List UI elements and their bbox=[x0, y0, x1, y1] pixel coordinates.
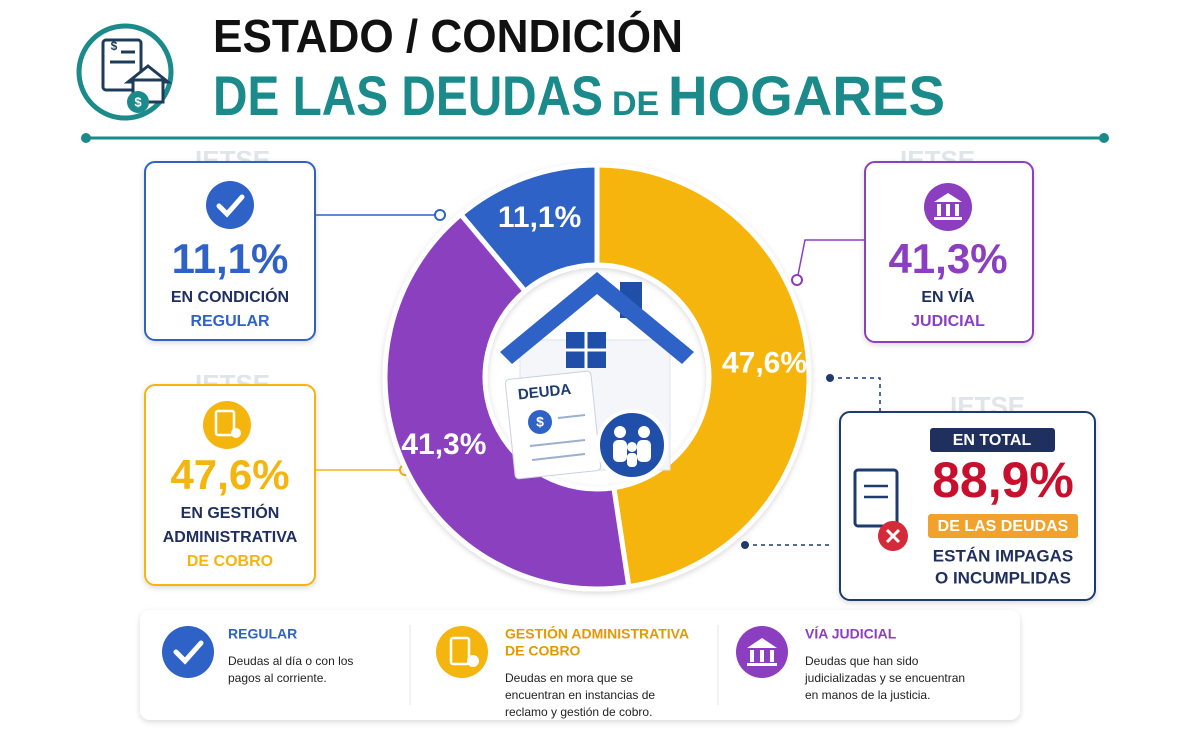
legend-icon bbox=[162, 626, 214, 678]
bank-column bbox=[770, 650, 774, 662]
family-head bbox=[627, 442, 637, 452]
bank-column bbox=[955, 204, 959, 216]
check-icon bbox=[206, 181, 254, 229]
segment-label: 11,1% bbox=[498, 201, 581, 234]
house-roof bbox=[500, 272, 694, 364]
callout-line: REGULAR bbox=[190, 313, 270, 330]
doc-icon-person bbox=[467, 655, 479, 667]
legend-title: GESTIÓN ADMINISTRATIVA bbox=[505, 625, 689, 642]
legend-title: REGULAR bbox=[228, 626, 297, 642]
family-body bbox=[637, 440, 651, 462]
debt-doc-coin bbox=[528, 410, 552, 434]
callout-box bbox=[144, 161, 316, 341]
check-mark bbox=[173, 640, 204, 665]
connector bbox=[830, 377, 881, 412]
callout-line: ADMINISTRATIVA bbox=[163, 529, 298, 546]
divider-dot bbox=[1099, 133, 1109, 143]
connector-dot bbox=[791, 274, 803, 286]
legend-text: encuentran en instancias de bbox=[505, 688, 655, 702]
header-icon-coin bbox=[127, 91, 149, 113]
total-line: O INCUMPLIDAS bbox=[935, 568, 1071, 587]
divider-dot bbox=[81, 133, 91, 143]
doc-icon-shape bbox=[214, 409, 236, 437]
callout-value: 47,6% bbox=[170, 451, 289, 498]
dynamic-layer: 11,1% 47,6% 41,3% 11,1% EN CONDICIÓN REGULAR 4… bbox=[163, 201, 1008, 719]
doc-line bbox=[529, 439, 586, 447]
legend-text: en manos de la justicia. bbox=[805, 688, 930, 702]
family-head bbox=[638, 426, 650, 438]
title-line-2-end: HOGARES bbox=[668, 64, 945, 127]
doc-icon-person bbox=[231, 428, 241, 438]
legend-icon bbox=[436, 626, 488, 678]
callout-box bbox=[864, 161, 1034, 343]
family-head bbox=[614, 426, 626, 438]
callout-line: JUDICIAL bbox=[911, 313, 985, 330]
doc-line bbox=[557, 414, 586, 419]
doc-icon-shape bbox=[449, 636, 471, 666]
bank-base bbox=[747, 663, 777, 666]
bank-column bbox=[750, 650, 754, 662]
callout-line: EN VÍA bbox=[921, 287, 975, 306]
total-value: 88,9% bbox=[932, 452, 1074, 508]
connector-dot bbox=[826, 374, 834, 382]
center-house: DEUDA $ bbox=[500, 272, 694, 481]
donut bbox=[382, 162, 812, 592]
bank-base bbox=[934, 217, 962, 220]
total-line: ESTÁN IMPAGAS bbox=[933, 546, 1073, 565]
doc-icon bbox=[203, 401, 251, 449]
bank-column bbox=[760, 650, 764, 662]
bank-roof bbox=[747, 638, 777, 648]
total-heading-pill bbox=[930, 428, 1055, 452]
total-subheading: DE LAS DEUDAS bbox=[938, 518, 1069, 535]
callout-value: 11,1% bbox=[172, 235, 289, 282]
donut-segment bbox=[594, 162, 812, 590]
total-heading: EN TOTAL bbox=[953, 432, 1032, 449]
error-x bbox=[885, 528, 901, 544]
family-body bbox=[613, 440, 627, 462]
callout-box bbox=[144, 384, 316, 586]
legend-text: reclamo y gestión de cobro. bbox=[505, 705, 652, 719]
legend-text: pagos al corriente. bbox=[228, 671, 327, 685]
debt-doc-symbol: $ bbox=[536, 414, 544, 430]
connector bbox=[796, 239, 865, 281]
bank-column bbox=[946, 204, 950, 216]
segment-label: 41,3% bbox=[401, 428, 486, 461]
callout-line: EN CONDICIÓN bbox=[171, 287, 289, 306]
family-body bbox=[627, 453, 637, 467]
title-line-1: ESTADO / CONDICIÓN bbox=[213, 10, 683, 62]
segment-label: 47,6% bbox=[722, 346, 807, 379]
title-line-2: DE LAS DEUDAS bbox=[213, 64, 603, 127]
connector-dot bbox=[434, 209, 446, 221]
header-icon-symbol: $ bbox=[111, 39, 118, 53]
legend-panel bbox=[140, 610, 1020, 720]
debt-doc-label: DEUDA bbox=[517, 381, 572, 403]
legend-text: Deudas en mora que se bbox=[505, 671, 633, 685]
connector-dot bbox=[741, 541, 749, 549]
total-box bbox=[839, 411, 1096, 601]
legend-title: VÍA JUDICIAL bbox=[805, 626, 897, 642]
bank-roof bbox=[934, 193, 962, 202]
bank-column bbox=[937, 204, 941, 216]
title-line-2-small: DE bbox=[612, 85, 659, 123]
legend-text: judicializadas y se encuentran bbox=[804, 671, 965, 685]
legend-text: Deudas al día o con los bbox=[228, 654, 353, 668]
legend-title: DE COBRO bbox=[505, 643, 581, 659]
callout-line: EN GESTIÓN bbox=[181, 503, 280, 522]
total-subheading-pill bbox=[928, 514, 1078, 538]
doc-line bbox=[531, 453, 586, 461]
callout-value: 41,3% bbox=[888, 235, 1007, 282]
header-icon-symbol: $ bbox=[134, 94, 142, 109]
callout-line: DE COBRO bbox=[187, 553, 273, 570]
debt-doc bbox=[504, 370, 602, 480]
legend-text: Deudas que han sido bbox=[805, 654, 919, 668]
check-mark bbox=[216, 194, 245, 218]
